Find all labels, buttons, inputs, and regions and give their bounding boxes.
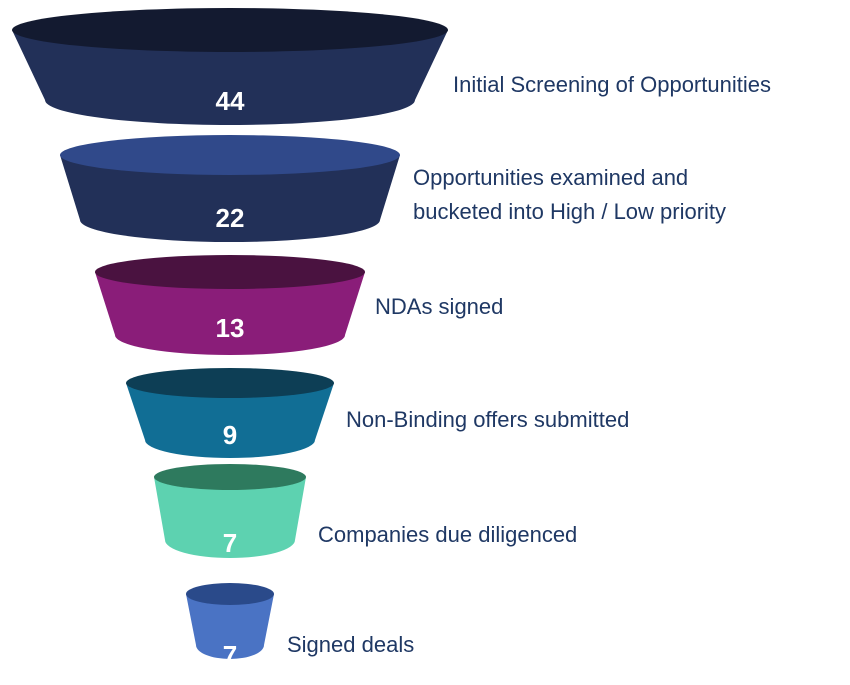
stage-label: Signed deals (287, 632, 415, 657)
segment-rim (95, 255, 365, 289)
stage-label: Companies due diligenced (318, 522, 578, 547)
segment-value: 9 (223, 420, 237, 450)
segment-rim (126, 368, 334, 398)
stage-label: NDAs signed (375, 294, 504, 319)
segment-rim (12, 8, 448, 52)
stage-label: Non-Binding offers submitted (346, 407, 630, 432)
stage-label: Opportunities examined and bucketed into… (413, 165, 727, 224)
stage-label: Initial Screening of Opportunities (453, 72, 771, 97)
funnel-segment (186, 594, 274, 659)
segment-value: 7 (223, 528, 237, 558)
segment-value: 13 (216, 313, 245, 343)
segment-value: 22 (216, 203, 245, 233)
funnel-segment (12, 30, 448, 125)
segment-rim (60, 135, 400, 175)
funnel-segment (126, 383, 334, 458)
segment-rim (154, 464, 306, 490)
segment-value: 44 (216, 86, 245, 116)
segment-rim (186, 583, 274, 605)
funnel-segment (95, 272, 365, 355)
funnel-segment (60, 155, 400, 242)
segment-value: 7 (223, 640, 237, 670)
funnel-segment (154, 477, 306, 558)
